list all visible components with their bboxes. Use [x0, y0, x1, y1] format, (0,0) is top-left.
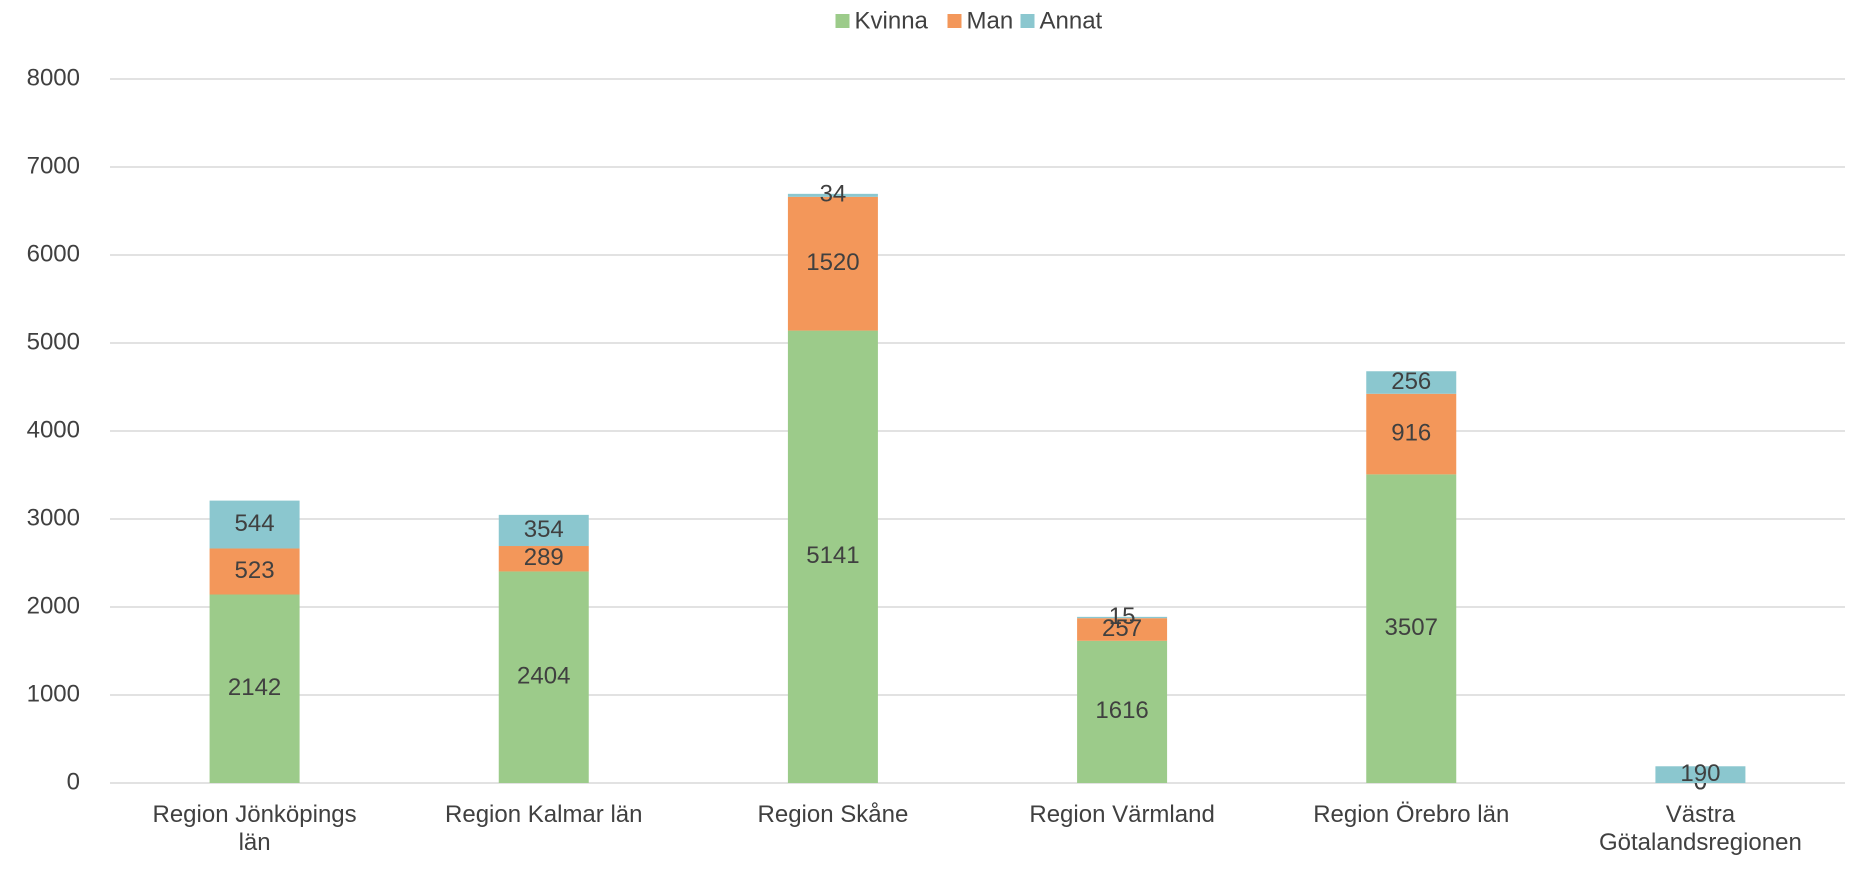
data-label: 2404	[517, 663, 570, 690]
bar-segment	[209, 548, 300, 595]
bar-segment	[1077, 616, 1168, 619]
data-label: 544	[235, 510, 275, 537]
y-tick-label: 3000	[27, 504, 80, 531]
bar-segment	[787, 196, 878, 331]
data-label: 354	[524, 516, 564, 543]
x-tick-label: Västra Götalandsregionen	[1598, 801, 1802, 856]
x-tick-label: Region Örebro län	[1313, 801, 1510, 828]
data-label: 34	[820, 181, 847, 208]
bar-segment	[787, 330, 878, 783]
data-label: 2142	[228, 674, 281, 701]
x-tick-label: Region Värmland	[1029, 801, 1215, 828]
x-tick-label: Region Skåne	[757, 801, 909, 828]
bar-segment	[498, 571, 589, 783]
data-label: 1616	[1095, 697, 1148, 724]
y-tick-label: 8000	[27, 64, 80, 91]
data-label: 5141	[806, 542, 859, 569]
legend-swatch	[947, 14, 962, 28]
bar-segment	[209, 500, 300, 549]
y-tick-label: 0	[67, 768, 80, 795]
data-label: 1520	[806, 249, 859, 276]
bar-segment	[1366, 393, 1457, 475]
bar-segment	[1077, 640, 1168, 783]
legend-label: Annat	[1040, 7, 1103, 34]
bar-segment	[1077, 618, 1168, 641]
bar-segment	[1366, 474, 1457, 783]
y-tick-label: 1000	[27, 680, 80, 707]
y-tick-label: 6000	[27, 240, 80, 267]
legend-swatch	[835, 14, 850, 28]
data-label: 256	[1391, 368, 1431, 395]
data-label: 523	[235, 557, 275, 584]
bar-segment	[498, 546, 589, 572]
legend-label: Man	[967, 7, 1014, 34]
y-tick-label: 7000	[27, 152, 80, 179]
data-label: 289	[524, 544, 564, 571]
legend-label: Kvinna	[855, 7, 929, 34]
data-label: 15	[1109, 603, 1136, 630]
data-label: 190	[1680, 760, 1720, 787]
y-tick-label: 5000	[27, 328, 80, 355]
bar-segment	[1366, 371, 1457, 394]
bar-segment	[498, 514, 589, 547]
bar-segment	[787, 193, 878, 197]
bar-segment	[1655, 766, 1746, 783]
legend-swatch	[1020, 14, 1035, 28]
data-label: 916	[1391, 419, 1431, 446]
y-tick-label: 4000	[27, 416, 80, 443]
data-label: 3507	[1385, 614, 1438, 641]
x-tick-label: Region Jönköpings län	[152, 801, 357, 856]
data-label: 257	[1102, 615, 1142, 642]
bar-segment	[209, 594, 300, 783]
y-tick-label: 2000	[27, 592, 80, 619]
x-tick-label: Region Kalmar län	[445, 801, 643, 828]
